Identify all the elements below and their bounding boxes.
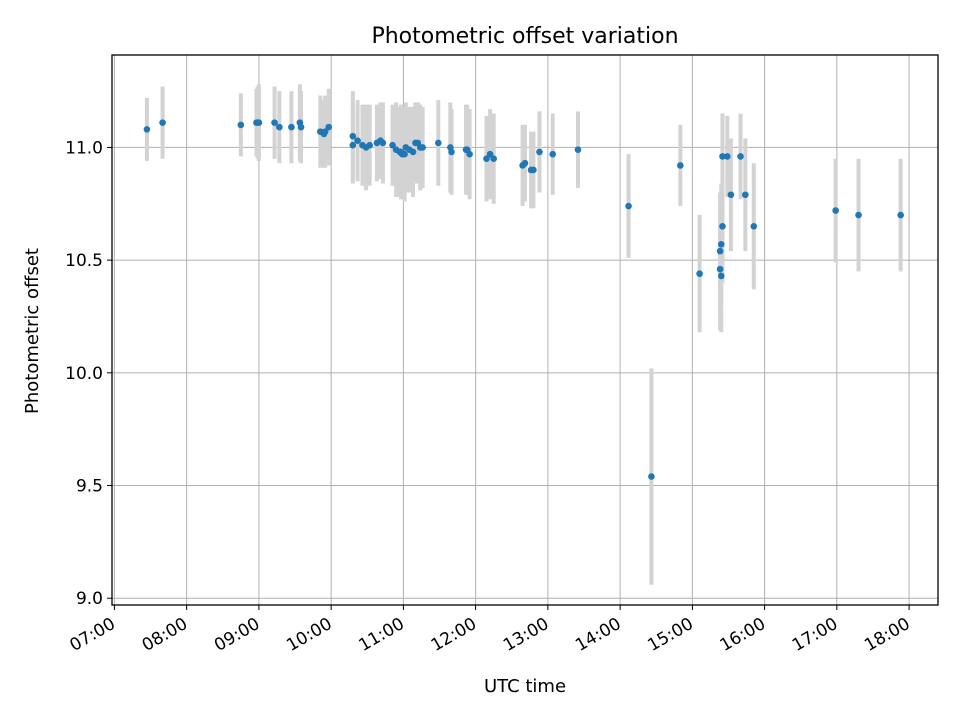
- data-point: [723, 153, 731, 160]
- data-point: [727, 191, 735, 199]
- data-point: [536, 148, 543, 156]
- data-point: [255, 119, 263, 126]
- data-point: [321, 128, 329, 135]
- x-tick-label: 11:00: [355, 614, 407, 656]
- x-tick-label: 16:00: [717, 614, 769, 656]
- x-axis-label: UTC time: [484, 676, 566, 697]
- x-tick-label: 08:00: [139, 614, 191, 656]
- data-point: [297, 123, 305, 131]
- data-point: [276, 123, 283, 131]
- data-point: [717, 272, 725, 280]
- data-point: [486, 150, 494, 158]
- x-tick-label: 14:00: [572, 614, 624, 656]
- data-point: [379, 139, 387, 147]
- data-point: [288, 123, 295, 131]
- y-axis-label: Photometric offset: [22, 248, 43, 414]
- x-tick-label: 15:00: [644, 614, 696, 656]
- data-point: [717, 241, 725, 248]
- data-point: [483, 155, 490, 162]
- data-point: [354, 137, 361, 144]
- x-tick-label: 18:00: [861, 614, 913, 656]
- error-bars: [144, 84, 903, 585]
- data-point: [143, 126, 151, 133]
- data-point: [448, 148, 455, 156]
- data-point: [677, 162, 684, 169]
- chart-title: Photometric offset variation: [371, 24, 678, 49]
- data-point: [349, 132, 357, 140]
- data-point: [750, 223, 758, 230]
- y-tick-label: 9.0: [76, 589, 103, 609]
- data-point: [419, 144, 426, 151]
- data-point: [737, 153, 744, 160]
- data-point: [521, 159, 529, 167]
- data-point: [401, 150, 408, 158]
- data-point: [271, 119, 278, 126]
- x-tick-label: 07:00: [66, 614, 118, 656]
- data-point: [855, 211, 862, 219]
- x-tick-label: 09:00: [211, 614, 263, 656]
- data-point: [897, 211, 904, 219]
- data-points: [143, 119, 904, 480]
- data-point: [719, 153, 726, 160]
- y-tick-label: 10.0: [65, 364, 103, 384]
- y-tick-label: 11.0: [65, 138, 103, 158]
- data-point: [574, 146, 582, 153]
- data-point: [716, 247, 724, 255]
- x-tick-label: 10:00: [283, 614, 335, 656]
- plot-area-frame: [111, 54, 939, 606]
- data-point: [435, 139, 442, 147]
- data-point: [466, 150, 473, 158]
- data-point: [389, 141, 396, 149]
- y-axis-ticks: 9.0 9.5 10.0 10.5 11.0: [65, 138, 112, 609]
- x-axis-ticks: 07:00 08:00 09:00 10:00 11:00 12:00 13:00 14:00…: [66, 605, 914, 656]
- x-tick-label: 13:00: [500, 614, 552, 656]
- data-point: [625, 202, 632, 210]
- data-point: [159, 119, 166, 126]
- data-point: [530, 166, 537, 174]
- data-point: [696, 270, 703, 277]
- data-point: [549, 150, 556, 158]
- data-point: [716, 265, 724, 273]
- data-point: [742, 191, 749, 199]
- x-tick-label: 12:00: [428, 614, 480, 656]
- x-tick-label: 17:00: [789, 614, 841, 656]
- data-point: [325, 123, 333, 131]
- data-point: [490, 155, 497, 162]
- y-tick-label: 9.5: [76, 477, 103, 497]
- data-point: [719, 223, 726, 230]
- data-point: [366, 141, 373, 149]
- data-point: [349, 141, 357, 149]
- data-point: [832, 207, 839, 214]
- data-point: [237, 121, 245, 129]
- data-point: [648, 473, 655, 480]
- y-tick-label: 10.5: [65, 251, 103, 271]
- data-point: [409, 148, 417, 156]
